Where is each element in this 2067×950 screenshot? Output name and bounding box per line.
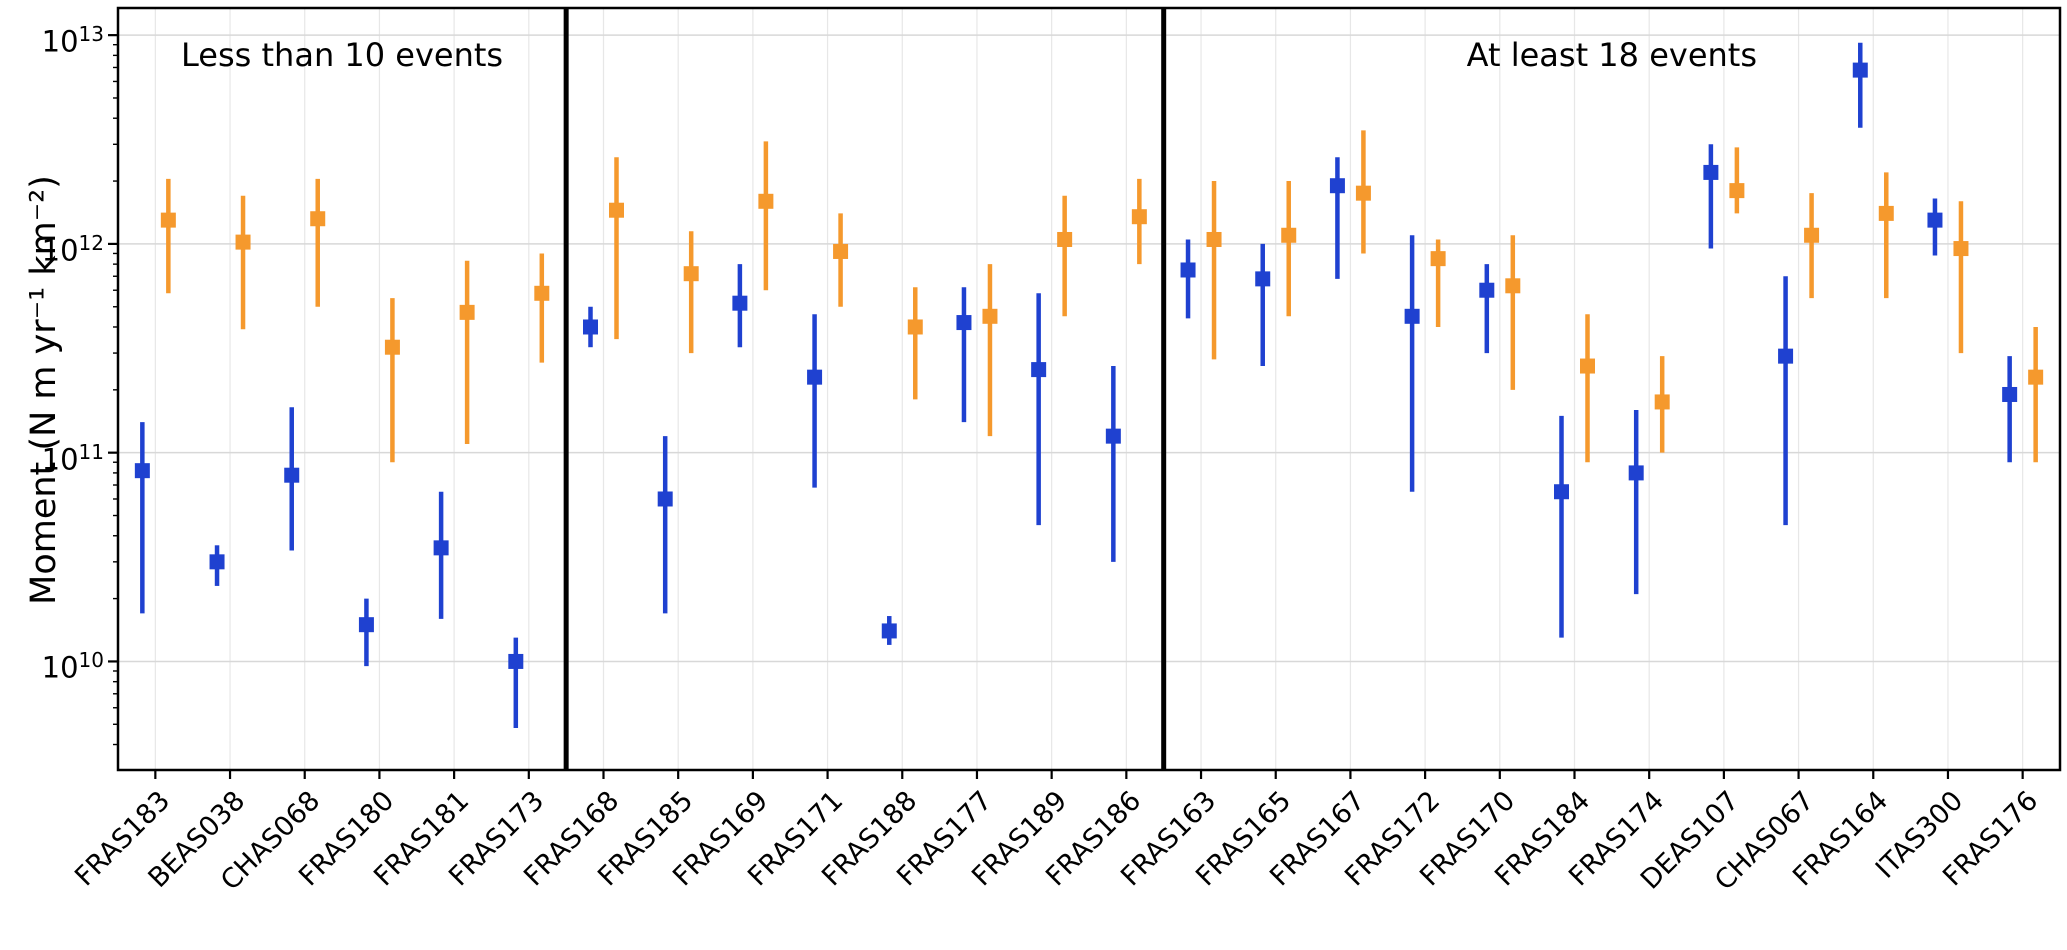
data-point-marker	[1255, 271, 1271, 287]
data-point-marker	[758, 193, 774, 209]
data-point-marker	[1804, 227, 1820, 243]
data-point-marker	[1180, 262, 1196, 278]
data-point-marker	[657, 491, 673, 507]
data-point-marker	[310, 211, 326, 227]
data-point-marker	[1778, 348, 1794, 364]
y-tick-label: 1013	[41, 22, 104, 59]
data-point-marker	[907, 319, 923, 335]
data-point-marker	[1131, 209, 1147, 225]
data-point-marker	[1031, 362, 1047, 378]
axes-frame	[116, 6, 2062, 772]
data-point-marker	[609, 202, 624, 218]
data-point-marker	[235, 234, 251, 250]
data-point-marker	[1878, 205, 1894, 221]
data-point-marker	[1703, 164, 1719, 180]
data-point-marker	[881, 623, 897, 639]
data-point-marker	[956, 315, 972, 331]
data-point-marker	[534, 285, 550, 301]
data-point-marker	[1057, 231, 1073, 247]
data-point-marker	[1927, 212, 1943, 228]
section-annotation: Less than 10 events	[181, 36, 504, 74]
data-point-marker	[284, 467, 300, 483]
section-annotation: At least 18 events	[1466, 36, 1757, 74]
data-point-marker	[508, 653, 524, 669]
data-point-marker	[358, 617, 374, 633]
data-point-marker	[1505, 278, 1521, 294]
data-point-marker	[2028, 369, 2044, 385]
data-point-marker	[982, 308, 998, 324]
data-point-marker	[1729, 183, 1745, 199]
data-point-marker	[433, 540, 449, 556]
data-point-marker	[1430, 251, 1446, 267]
data-point-marker	[2002, 386, 2018, 402]
data-point-marker	[583, 319, 598, 335]
data-point-marker	[807, 369, 823, 385]
data-point-marker	[1580, 358, 1595, 374]
data-point-marker	[1329, 178, 1345, 194]
data-point-marker	[1355, 185, 1371, 201]
data-point-marker	[1852, 62, 1868, 78]
data-point-marker	[134, 463, 150, 479]
data-point-marker	[209, 554, 225, 570]
data-point-marker	[384, 339, 400, 355]
data-point-marker	[732, 295, 748, 311]
data-point-marker	[1628, 465, 1644, 481]
data-point-marker	[1281, 227, 1297, 243]
y-axis-label: Moment (N m yr⁻¹ km⁻²)	[24, 175, 64, 605]
data-point-marker	[1479, 282, 1495, 298]
data-point-marker	[1554, 484, 1569, 500]
data-point-marker	[833, 243, 849, 259]
data-point-marker	[160, 212, 176, 228]
y-tick-label: 1011	[41, 439, 104, 477]
data-point-marker	[683, 266, 699, 282]
data-point-marker	[1953, 241, 1969, 257]
data-point-marker	[1105, 428, 1121, 444]
y-tick-label: 1010	[41, 648, 104, 686]
data-point-marker	[1404, 308, 1420, 324]
y-tick-label: 1012	[41, 230, 104, 268]
data-point-marker	[1654, 394, 1670, 410]
data-point-marker	[1206, 231, 1222, 247]
data-point-marker	[459, 304, 475, 320]
